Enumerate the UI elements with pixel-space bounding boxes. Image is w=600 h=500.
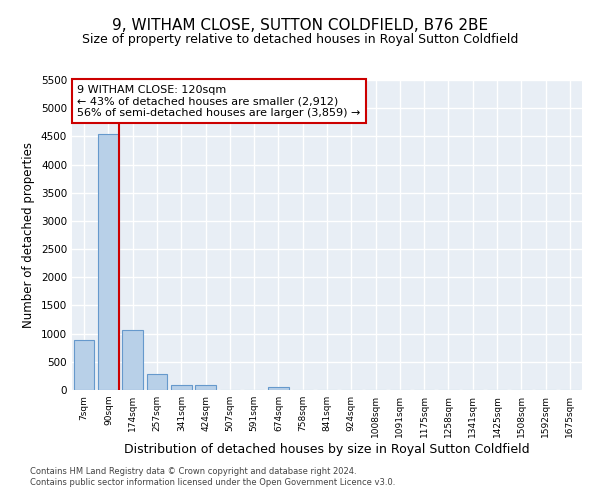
Bar [268,387,289,390]
X-axis label: Distribution of detached houses by size in Royal Sutton Coldfield: Distribution of detached houses by size … [124,442,530,456]
Text: Size of property relative to detached houses in Royal Sutton Coldfield: Size of property relative to detached ho… [82,32,518,46]
Bar [146,374,167,390]
Text: Contains public sector information licensed under the Open Government Licence v3: Contains public sector information licen… [30,478,395,487]
Bar [74,340,94,390]
Text: 9 WITHAM CLOSE: 120sqm
← 43% of detached houses are smaller (2,912)
56% of semi-: 9 WITHAM CLOSE: 120sqm ← 43% of detached… [77,84,361,118]
Bar [98,134,119,390]
Bar [195,385,216,390]
Bar [122,330,143,390]
Y-axis label: Number of detached properties: Number of detached properties [22,142,35,328]
Bar [171,384,191,390]
Text: Contains HM Land Registry data © Crown copyright and database right 2024.: Contains HM Land Registry data © Crown c… [30,467,356,476]
Text: 9, WITHAM CLOSE, SUTTON COLDFIELD, B76 2BE: 9, WITHAM CLOSE, SUTTON COLDFIELD, B76 2… [112,18,488,32]
